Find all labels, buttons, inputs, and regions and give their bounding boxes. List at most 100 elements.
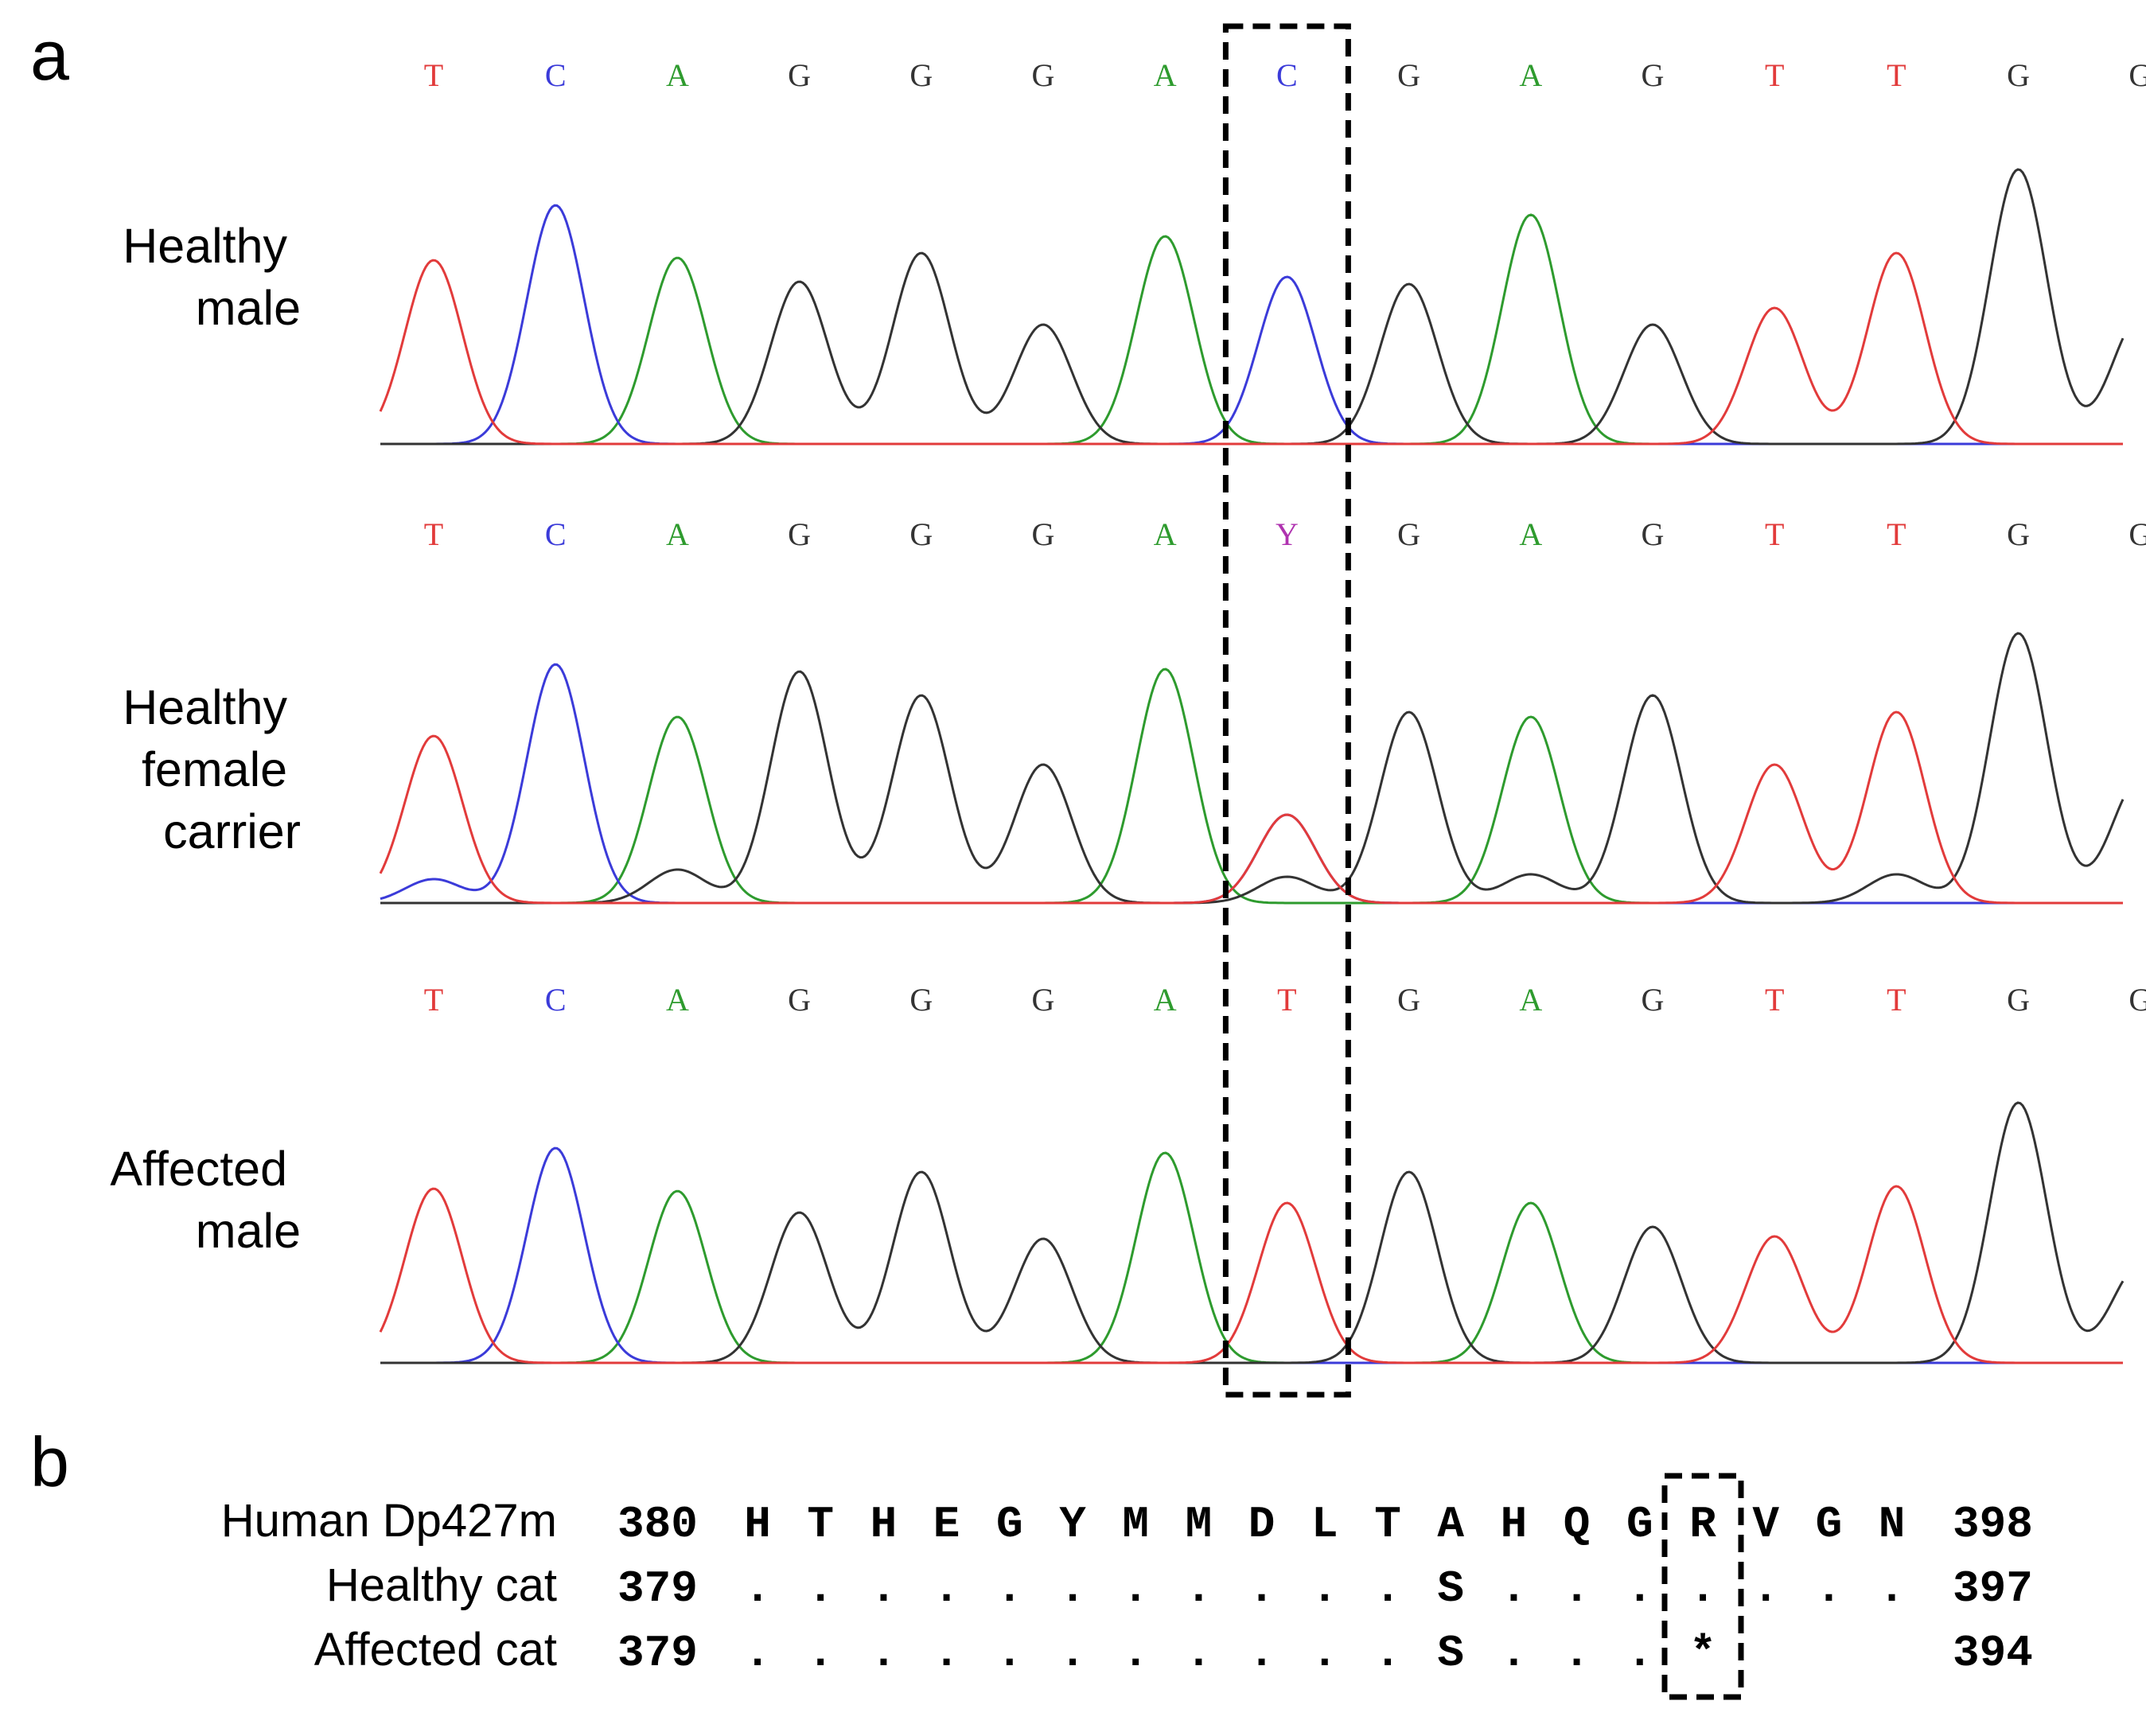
residue-4: . <box>996 1628 1023 1679</box>
base-call-12: T <box>1887 516 1906 552</box>
alignment-row-label: Affected cat <box>314 1624 557 1676</box>
residue-13: . <box>1564 1628 1591 1679</box>
row-label-line: Healthy <box>123 680 287 734</box>
alignment-residues: ........... S....... <box>744 1563 1905 1614</box>
chromatogram-healthy-male: Healthy male T C A G G G A C G A G T T G G <box>123 57 2146 446</box>
alignment-start-number: 379 <box>617 1628 698 1679</box>
base-call-6: A <box>1154 516 1177 552</box>
base-call-14: G <box>2128 516 2146 552</box>
residue-5: . <box>1059 1563 1086 1614</box>
trace-G <box>380 632 2125 905</box>
residue-15: . <box>1689 1563 1716 1614</box>
residue-18: . <box>1879 1563 1906 1614</box>
residue-4: G <box>996 1499 1023 1550</box>
residue-5: Y <box>1059 1499 1086 1550</box>
panel-a-chromatograms: Healthy male T C A G G G A C G A G T T G G Healthy fem… <box>110 23 2146 1398</box>
residue-1: . <box>807 1628 834 1679</box>
base-call-5: G <box>1032 982 1055 1018</box>
residue-8: D <box>1248 1499 1276 1550</box>
chromatogram-affected-male: Affected male T C A G G G A T G A G T T G G <box>110 982 2146 1364</box>
base-call-1: C <box>545 516 567 552</box>
row-label-line: male <box>196 1204 301 1258</box>
residue-7: . <box>1186 1563 1213 1614</box>
trace-A <box>380 1151 2123 1364</box>
base-call-5: G <box>1032 516 1055 552</box>
trace-T <box>379 1185 2123 1364</box>
trace-lines <box>379 168 2125 446</box>
residue-3: . <box>933 1628 960 1679</box>
row-label: Affected male <box>110 1142 301 1258</box>
row-label-line: Healthy <box>123 219 287 273</box>
base-call-3: G <box>788 982 811 1018</box>
residue-18: N <box>1879 1499 1906 1550</box>
residue-12: . <box>1501 1563 1528 1614</box>
base-call-9: A <box>1519 57 1542 93</box>
stop-codon-highlight-box <box>1661 1473 1744 1700</box>
trace-T <box>379 251 2123 446</box>
base-call-0: T <box>424 516 443 552</box>
alignment-start-number: 380 <box>617 1499 698 1550</box>
residue-13: . <box>1564 1563 1591 1614</box>
base-call-9: A <box>1519 982 1542 1018</box>
base-call-7: T <box>1277 982 1296 1018</box>
residue-12: . <box>1501 1628 1528 1679</box>
row-label: Healthy female carrier <box>123 680 301 858</box>
base-call-0: T <box>424 982 443 1018</box>
alignment-end-number: 398 <box>1953 1499 2033 1550</box>
row-label-line: carrier <box>163 804 301 858</box>
base-call-10: G <box>1642 982 1665 1018</box>
panel-b-label: b <box>30 1423 69 1501</box>
trace-C <box>380 1146 2123 1364</box>
residue-15: * <box>1689 1628 1716 1679</box>
residue-6: . <box>1122 1628 1149 1679</box>
residue-1: T <box>807 1499 834 1550</box>
trace-lines <box>379 632 2125 905</box>
residue-17: G <box>1816 1499 1843 1550</box>
alignment-row-healthy-cat: Healthy cat 379 ........... S....... 397 <box>326 1559 2033 1614</box>
trace-G <box>380 168 2125 446</box>
base-call-3: G <box>788 57 811 93</box>
row-label-line: Affected <box>110 1142 287 1196</box>
base-call-12: T <box>1887 982 1906 1018</box>
row-label-line: female <box>142 742 287 796</box>
residue-3: . <box>933 1563 960 1614</box>
alignment-end-number: 397 <box>1953 1563 2033 1614</box>
base-call-2: A <box>666 982 689 1018</box>
residue-2: . <box>870 1563 898 1614</box>
residue-7: M <box>1186 1499 1213 1550</box>
base-call-6: A <box>1154 982 1177 1018</box>
base-call-14: G <box>2128 57 2146 93</box>
residue-9: L <box>1311 1499 1338 1550</box>
residue-0: H <box>744 1499 771 1550</box>
residue-8: . <box>1248 1628 1276 1679</box>
base-call-1: C <box>545 982 567 1018</box>
residue-4: . <box>996 1563 1023 1614</box>
residue-6: . <box>1122 1563 1149 1614</box>
residue-2: H <box>870 1499 898 1550</box>
residue-10: T <box>1374 1499 1401 1550</box>
alignment-residues: ........... S... * <box>744 1628 1716 1679</box>
base-call-0: T <box>424 57 443 93</box>
base-call-14: G <box>2128 982 2146 1018</box>
residue-10: . <box>1374 1628 1401 1679</box>
residue-15: R <box>1689 1499 1716 1550</box>
base-call-1: C <box>545 57 567 93</box>
residue-11: S <box>1437 1628 1464 1679</box>
trace-A <box>380 668 2123 905</box>
residue-1: . <box>807 1563 834 1614</box>
residue-14: . <box>1626 1563 1653 1614</box>
residue-5: . <box>1059 1628 1086 1679</box>
residue-12: H <box>1501 1499 1528 1550</box>
base-call-13: G <box>2007 57 2030 93</box>
base-call-12: T <box>1887 57 1906 93</box>
trace-C <box>380 204 2123 446</box>
residue-0: . <box>744 1563 771 1614</box>
row-label-line: male <box>196 281 301 335</box>
base-call-13: G <box>2007 516 2030 552</box>
base-call-10: G <box>1642 57 1665 93</box>
